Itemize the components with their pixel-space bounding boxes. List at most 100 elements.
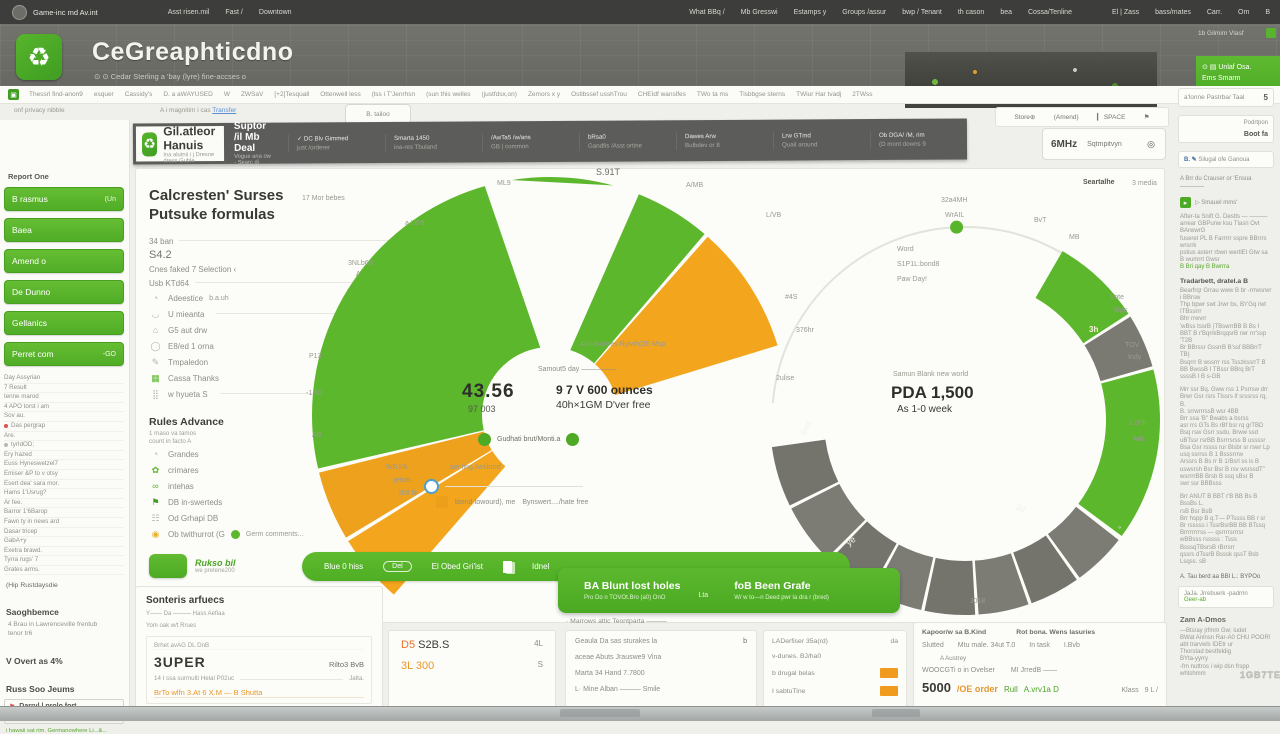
rightbar-box1[interactable]: a'lonne Pastrba/ Taal 5: [1178, 88, 1274, 107]
sidebar-menu-item[interactable]: Grates arms.: [4, 566, 124, 576]
orange-badge-button[interactable]: [880, 668, 898, 678]
topbar-item[interactable]: Mb Gresswi: [740, 8, 778, 16]
panel-icon-row[interactable]: ☷ Od Grhapi DB: [149, 510, 419, 526]
green-banner-status[interactable]: BA Blunt lost holes Pro Do n TOVOt.Bro (…: [558, 568, 900, 613]
nav-link[interactable]: Ottenwell less: [320, 91, 361, 98]
nav-link[interactable]: esquer: [93, 91, 114, 98]
topbar-item[interactable]: Fast /: [225, 8, 243, 16]
sidebar-button[interactable]: Perret com -GO: [4, 342, 124, 366]
nav-link[interactable]: Cassidy's: [124, 91, 153, 98]
nav-link[interactable]: ZWSaV: [240, 91, 264, 98]
panel-icon-row[interactable]: ◯ E8/ed 1 orna: [149, 338, 419, 354]
panel-icon-row[interactable]: ✿ crimares: [149, 462, 419, 478]
panel-icon-row[interactable]: ∞ intehas: [149, 478, 419, 494]
bottom-status-bar[interactable]: [0, 706, 1280, 721]
topbar-item[interactable]: B: [1265, 8, 1270, 16]
rightbar-green-link[interactable]: B Bri qay B Bwrrra: [1180, 264, 1230, 271]
toolbar-group[interactable]: bRsa0 Gandfis /Asst ortine: [578, 131, 677, 151]
topbar-item[interactable]: Om: [1238, 8, 1250, 16]
orange-badge-button[interactable]: [880, 686, 898, 696]
panel-field[interactable]: S4.2: [149, 248, 419, 262]
rightbar-box3[interactable]: B. ✎ Silugal ofe Ganoua: [1178, 151, 1274, 168]
panel-field[interactable]: 34 ban: [149, 234, 419, 248]
panel-icon-row[interactable]: ⌂ G5 aut drw: [149, 322, 419, 338]
toolbar-group[interactable]: /AwTa5 /w/ans GB | common: [481, 132, 580, 151]
sidebar-menu-item[interactable]: tenne marod: [4, 393, 124, 403]
breadcrumb-link[interactable]: Transfer: [212, 107, 237, 114]
nav-link[interactable]: D. a aWAYUSED: [163, 91, 213, 98]
header-green-square-icon[interactable]: [1266, 28, 1276, 38]
panel-icon-row[interactable]: ✎ Tmpaledon: [149, 354, 419, 370]
sidebar-menu-item[interactable]: GabA+y: [4, 537, 124, 547]
banner1-item3[interactable]: Idnel: [531, 562, 550, 571]
toolbar-section-label[interactable]: Suptor /il Mb Deal Vogue ana ow - Searc …: [234, 121, 274, 166]
toolbar-group[interactable]: Smarta 1450 ina-res Tbuland: [384, 132, 483, 152]
form1-line2[interactable]: aceae Abuts Jrauswe9 Vina: [575, 654, 662, 661]
sidebar-menu-item[interactable]: Barror 1'6Barop: [4, 508, 124, 518]
sidebar-button[interactable]: Gellanics: [4, 311, 124, 335]
form2-line1[interactable]: LADerfiser 35a(rd): [772, 638, 828, 645]
topbar-item[interactable]: Asst risen.mil: [167, 8, 210, 16]
sidebar-menu-item[interactable]: tyrIdOD;: [4, 441, 124, 451]
sidebar-menu-item[interactable]: Emiser &P to v otsy: [4, 470, 124, 480]
topbar-item[interactable]: Estamps y: [793, 8, 827, 16]
sidebar-button[interactable]: B rasmus (Un: [4, 187, 124, 211]
nav-link[interactable]: Zemors x y: [527, 91, 561, 98]
table-mid-link[interactable]: A Austrey: [940, 655, 967, 662]
nav-link[interactable]: CHEIdf wanslfes: [637, 91, 686, 98]
sidebar-overt-item[interactable]: V Overt as 4%: [6, 656, 63, 667]
sidebar-menu-item[interactable]: Are.: [4, 432, 124, 442]
sidebar-menu-item[interactable]: Exetra brawd.: [4, 547, 124, 557]
nav-link[interactable]: Ostlbssef usshTrou: [571, 91, 627, 98]
rightbar-box2[interactable]: Podrtpon Boot fa: [1178, 115, 1274, 143]
sidebar-menu-item[interactable]: Ar fee.: [4, 499, 124, 509]
green-toggle[interactable]: [149, 554, 187, 578]
form1-line1[interactable]: Geaula Da sas sturakes la: [575, 638, 658, 645]
sidebar-menu-item[interactable]: 4 APO torst i am: [4, 403, 124, 413]
sidebar-menu-item[interactable]: Ery hazed: [4, 451, 124, 461]
sidebar-menu-item[interactable]: Esert dea' sara mor.: [4, 480, 124, 490]
rightbar-link[interactable]: A. Tau berd aa BBI L.: BYPOo: [1180, 574, 1261, 581]
toolbar-group[interactable]: Dawes Arw Bulbdev or 8: [675, 131, 774, 150]
sidebar-menu-item[interactable]: Tyrra rugs' 7: [4, 556, 124, 566]
search-box[interactable]: 6MHz ◎: [1042, 128, 1166, 160]
quick-link[interactable]: (Amend): [1053, 113, 1079, 121]
topbar-item[interactable]: Carr.: [1206, 8, 1223, 16]
quick-link[interactable]: Store⊕: [1014, 114, 1036, 121]
form1-line3[interactable]: Marta 34 Hand 7.7800: [575, 670, 645, 677]
topbar-item[interactable]: bass/mates: [1155, 8, 1191, 16]
topbar-item[interactable]: Downtown: [258, 8, 292, 16]
nav-link[interactable]: Thessrl find-anon9: [29, 91, 83, 98]
toolbar-group[interactable]: Lrw GTmd Quail around: [772, 130, 871, 150]
panel-icon-row[interactable]: ◡ U mieanta: [149, 306, 419, 322]
nav-link[interactable]: (justfdsx,on): [481, 91, 517, 98]
topbar-item[interactable]: Groups /assur: [842, 8, 887, 16]
topbar-item[interactable]: bwp / Tenant: [902, 8, 942, 16]
banner1-item2[interactable]: El Obed Gri'ist: [431, 562, 483, 571]
sidebar-menu-item[interactable]: Day Assyrian: [4, 374, 124, 384]
topbar-item[interactable]: bea: [1000, 8, 1012, 16]
banner1-pill-button[interactable]: Del: [383, 561, 412, 572]
sidebar-button[interactable]: Amend o: [4, 249, 124, 273]
panel-icon-row[interactable]: ▦ Cassa Thanks: [149, 370, 419, 386]
sidebar-menu-item[interactable]: Hams 1'Usrug?: [4, 489, 124, 499]
nav-link[interactable]: Tlsbbgse sterns: [739, 91, 786, 98]
nav-link[interactable]: TWo ta ms: [696, 91, 729, 98]
panel-icon-row[interactable]: ◔ Adeestice b.a.uh: [149, 290, 419, 306]
panel-field[interactable]: Usb KTd64: [149, 276, 419, 290]
nav-link[interactable]: [+2]Tesquall: [274, 91, 310, 98]
form1-line4[interactable]: L· Mine Alban ——— Smile: [575, 686, 661, 693]
quick-link[interactable]: ▎ SPACE: [1097, 114, 1126, 121]
rightbar-video-link[interactable]: ▸ ▷ Smauel mms': [1180, 197, 1272, 208]
os-brand[interactable]: Game-inc md Av.int: [12, 4, 98, 20]
app-logo recycle-icon[interactable]: ♻: [16, 34, 62, 80]
sidebar-menu-item[interactable]: Fawn ty in news ard: [4, 518, 124, 528]
sidebar-extra-item[interactable]: (Hip Rustdaysdie: [6, 582, 58, 590]
panel-icon-row[interactable]: ⚑ DB in-swerteds: [149, 494, 419, 510]
panel-icon-row[interactable]: ◉ Ob twithurrot (G Germ comments...: [149, 526, 419, 542]
topbar-item[interactable]: Cossa/Tenline: [1028, 8, 1072, 16]
panel-field[interactable]: Cnes faked 7 Selection ‹: [149, 262, 419, 276]
sidebar-button[interactable]: De Dunno: [4, 280, 124, 304]
sidebar-menu-item[interactable]: 7 Result: [4, 384, 124, 394]
banner1-item1[interactable]: Blue 0 hiss: [324, 562, 364, 571]
